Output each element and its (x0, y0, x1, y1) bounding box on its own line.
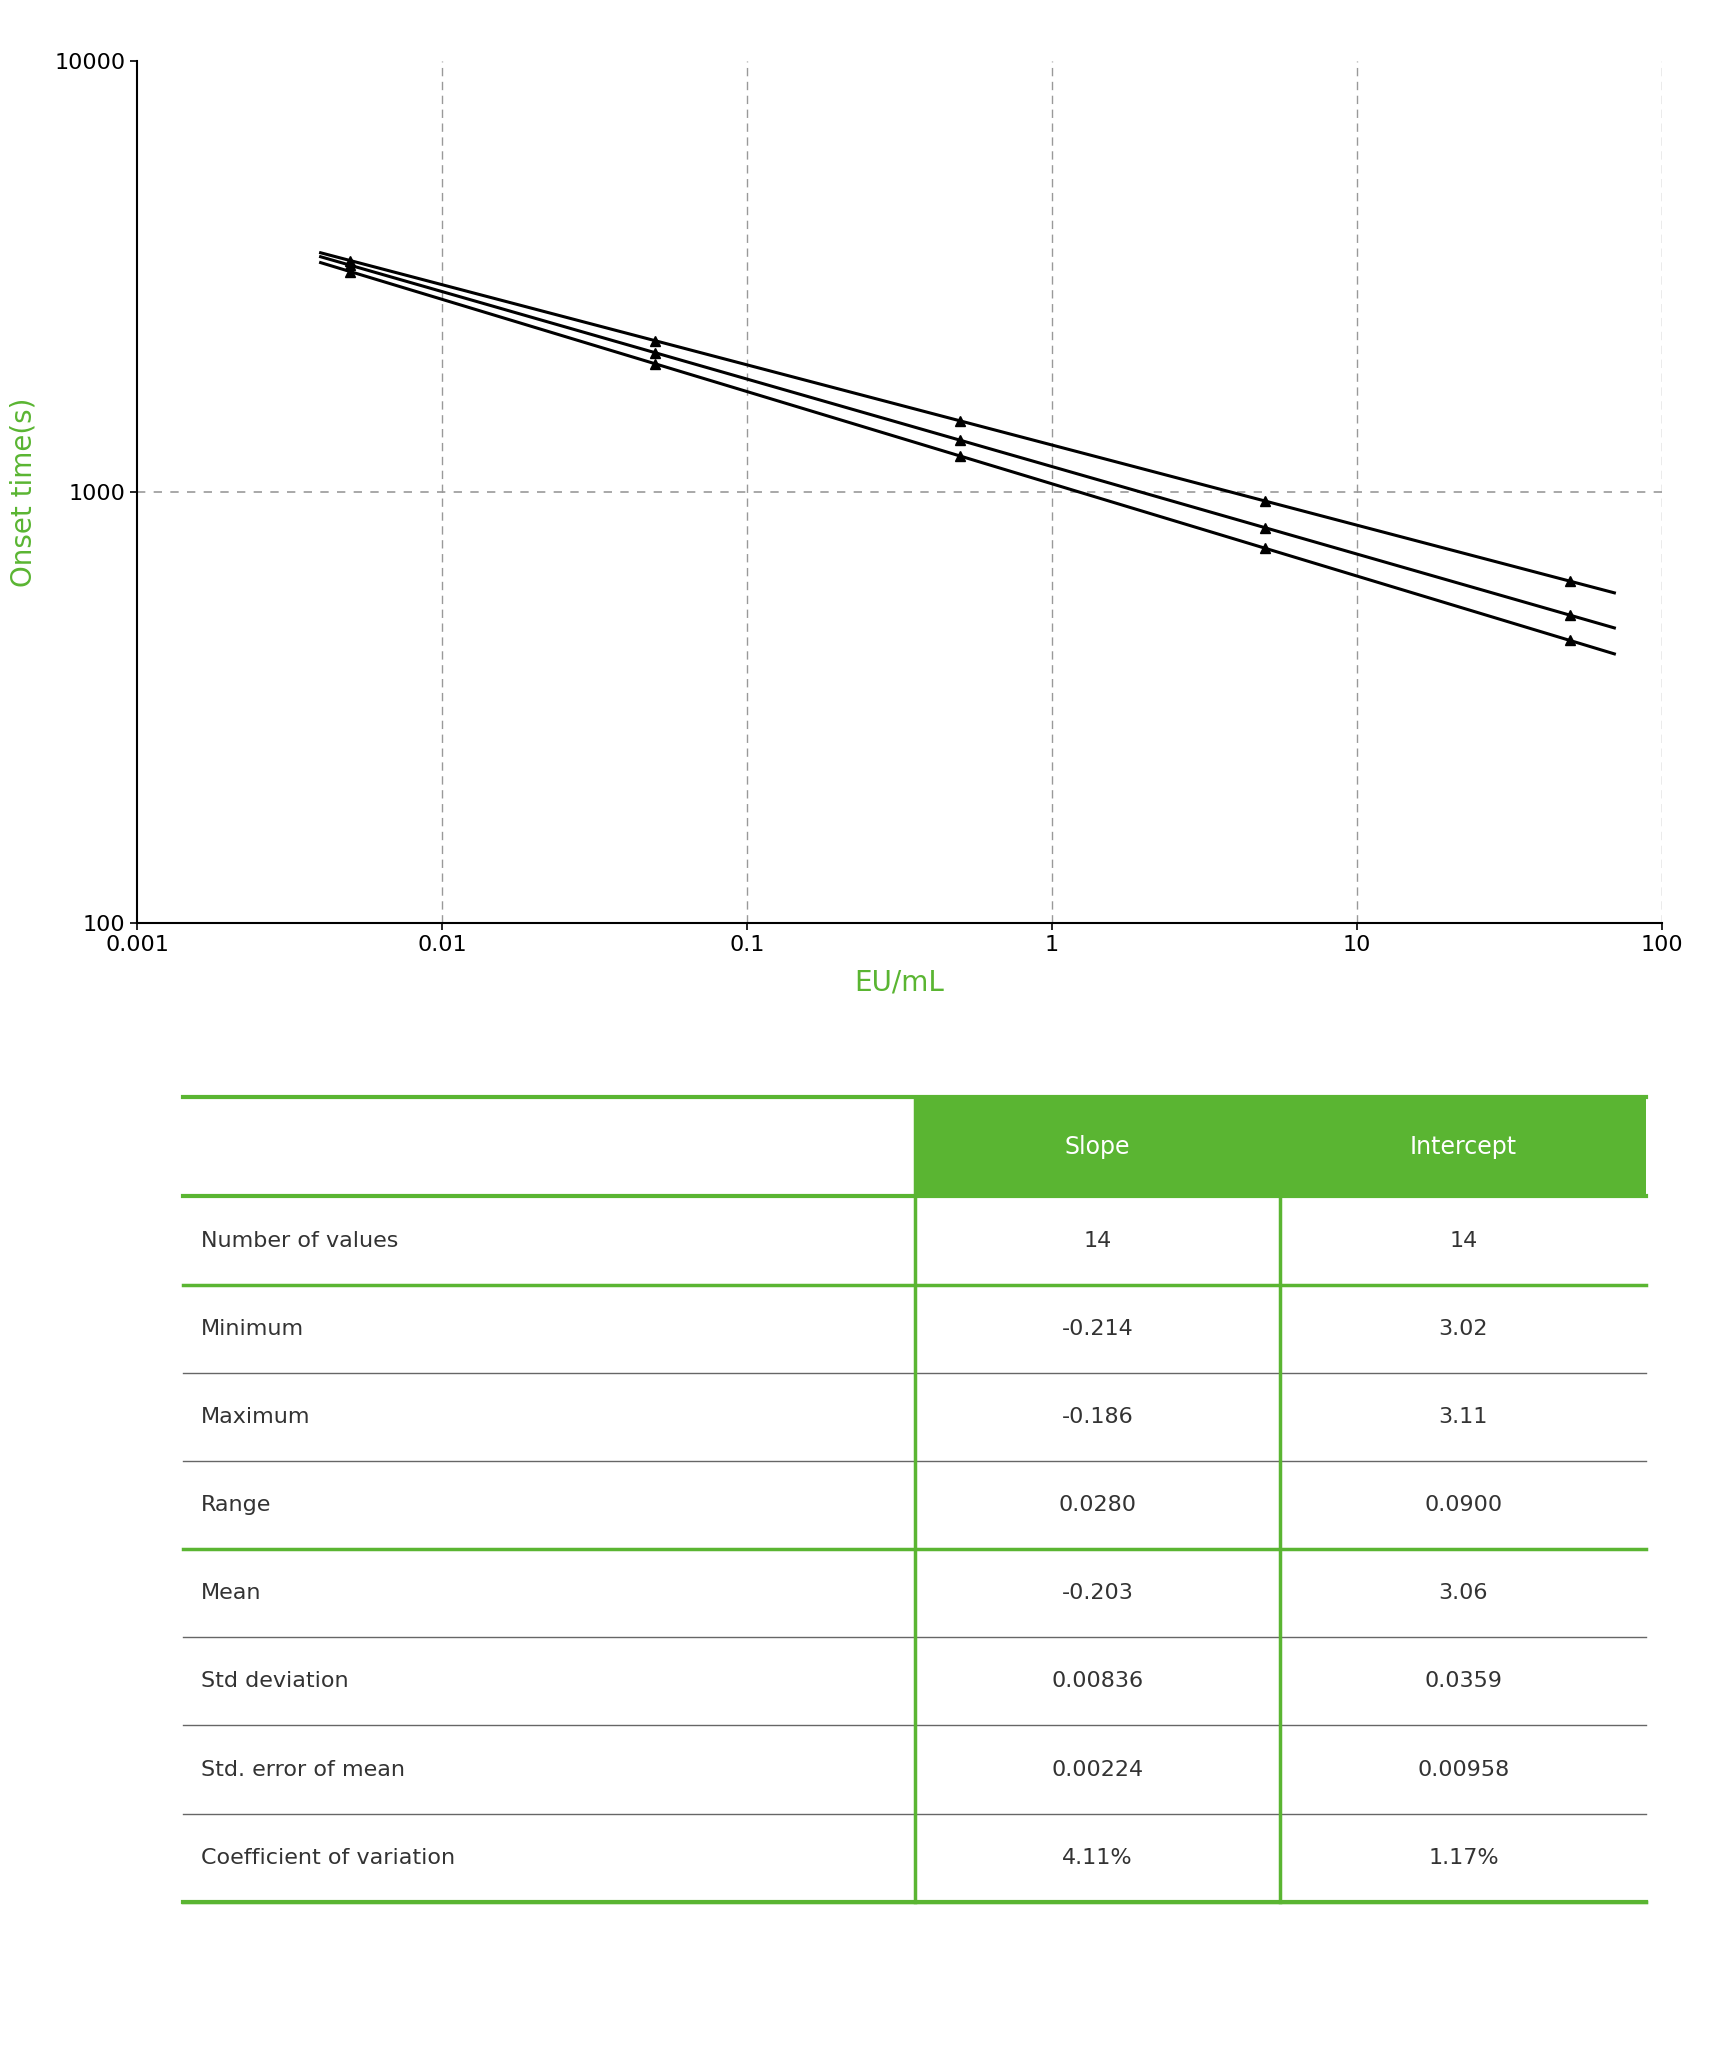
Bar (183, 1372, 915, 1460)
Bar (183, 1284, 915, 1372)
Bar (915, 1548, 1280, 1636)
Text: 14: 14 (1083, 1231, 1112, 1251)
Bar (915, 1815, 1280, 1903)
Text: Std. error of mean: Std. error of mean (200, 1759, 404, 1780)
Text: 0.00836: 0.00836 (1052, 1671, 1144, 1692)
Text: Std deviation: Std deviation (200, 1671, 349, 1692)
Bar (1280, 1098, 1646, 1196)
Text: Maximum: Maximum (200, 1407, 310, 1427)
Text: 0.0280: 0.0280 (1059, 1495, 1136, 1516)
Text: 0.00958: 0.00958 (1417, 1759, 1509, 1780)
Text: Intercept: Intercept (1410, 1135, 1518, 1159)
Text: Mean: Mean (200, 1583, 262, 1604)
Bar (915, 1196, 1280, 1284)
Text: 3.11: 3.11 (1439, 1407, 1489, 1427)
Text: 3.06: 3.06 (1439, 1583, 1489, 1604)
Text: Coefficient of variation: Coefficient of variation (200, 1847, 456, 1868)
Bar (183, 1815, 915, 1903)
Text: Slope: Slope (1065, 1135, 1131, 1159)
Bar (183, 1196, 915, 1284)
Bar (1280, 1460, 1646, 1548)
Bar (915, 1372, 1280, 1460)
Bar (915, 1284, 1280, 1372)
X-axis label: EU/mL: EU/mL (855, 969, 944, 997)
Y-axis label: Onset time(s): Onset time(s) (10, 397, 38, 588)
Bar (183, 1548, 915, 1636)
Text: Number of values: Number of values (200, 1231, 399, 1251)
Bar (183, 1460, 915, 1548)
Bar (1280, 1372, 1646, 1460)
Bar (915, 1460, 1280, 1548)
Text: 3.02: 3.02 (1439, 1319, 1489, 1339)
Text: Minimum: Minimum (200, 1319, 305, 1339)
Bar (183, 1098, 915, 1196)
Text: -0.203: -0.203 (1062, 1583, 1134, 1604)
Text: Range: Range (200, 1495, 271, 1516)
Bar (1280, 1284, 1646, 1372)
Bar (1280, 1815, 1646, 1903)
Text: -0.214: -0.214 (1062, 1319, 1134, 1339)
Bar (915, 1098, 1280, 1196)
Bar (915, 1636, 1280, 1726)
Bar (1280, 1726, 1646, 1815)
Text: 14: 14 (1449, 1231, 1478, 1251)
Text: 0.0900: 0.0900 (1424, 1495, 1502, 1516)
Bar (1280, 1636, 1646, 1726)
Bar (183, 1636, 915, 1726)
Bar (183, 1726, 915, 1815)
Text: 4.11%: 4.11% (1062, 1847, 1132, 1868)
Bar (1280, 1196, 1646, 1284)
Text: 0.0359: 0.0359 (1425, 1671, 1502, 1692)
Bar (1280, 1548, 1646, 1636)
Text: -0.186: -0.186 (1062, 1407, 1134, 1427)
Bar (915, 1726, 1280, 1815)
Text: 1.17%: 1.17% (1429, 1847, 1499, 1868)
Text: 0.00224: 0.00224 (1052, 1759, 1144, 1780)
